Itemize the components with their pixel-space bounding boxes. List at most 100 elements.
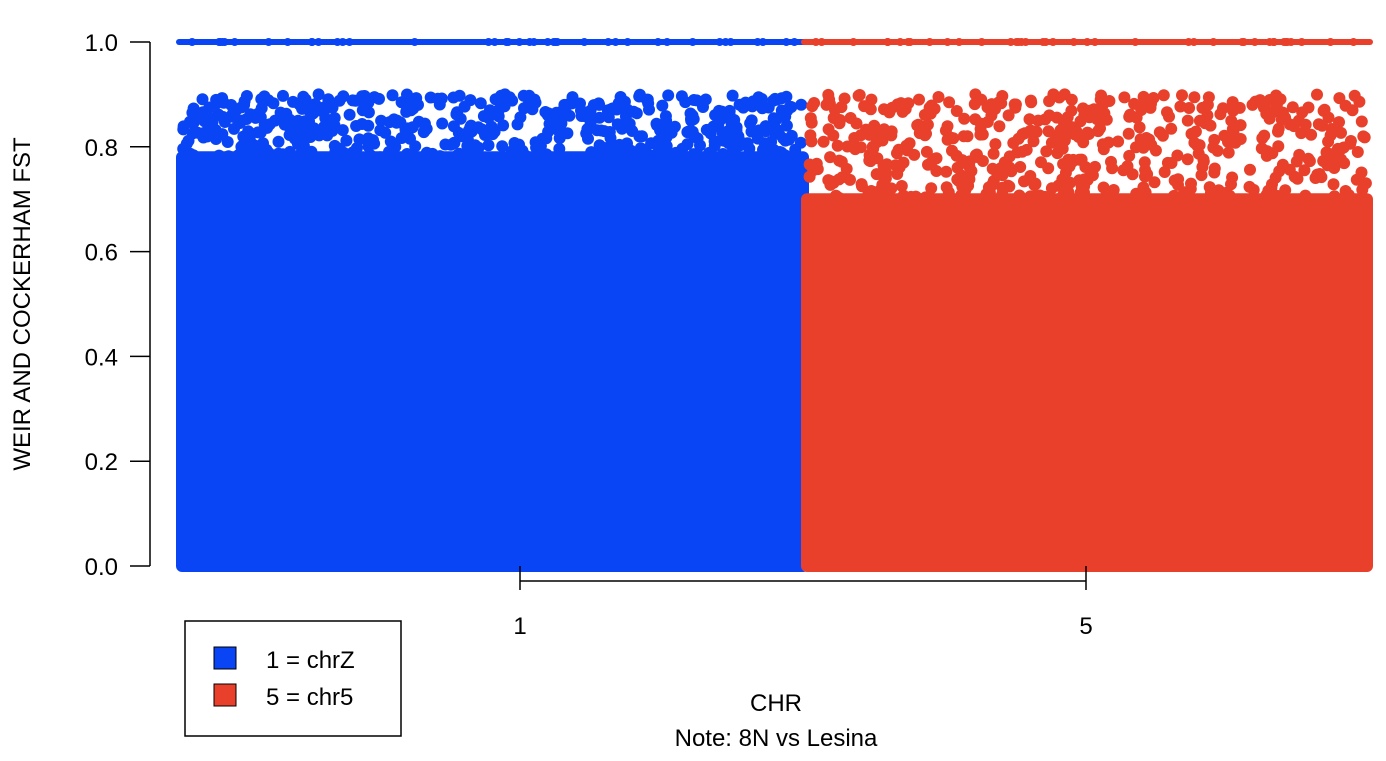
data-point [805, 135, 818, 148]
data-point [1227, 104, 1240, 117]
data-point [879, 172, 892, 185]
data-point [868, 119, 881, 132]
data-point [626, 125, 639, 137]
data-point [444, 138, 457, 151]
data-point [1339, 185, 1352, 197]
data-point [604, 38, 613, 46]
data-point [1137, 98, 1149, 111]
data-point [641, 93, 654, 106]
data-point [338, 38, 347, 46]
data-point [976, 128, 989, 141]
data-point [618, 95, 631, 108]
data-point [794, 136, 807, 149]
data-point [1050, 111, 1063, 124]
data-point [963, 155, 976, 168]
data-point [721, 125, 734, 138]
data-point [1007, 137, 1020, 149]
data-point [1349, 38, 1358, 46]
data-point [1320, 146, 1333, 159]
data-point [580, 38, 589, 46]
data-point [1023, 113, 1036, 126]
data-point [1250, 38, 1259, 46]
data-point [822, 123, 835, 136]
data-point [775, 92, 788, 105]
data-point [373, 92, 385, 105]
dense-points-band [801, 193, 1373, 572]
data-point [866, 140, 879, 153]
data-point [539, 106, 552, 118]
data-point [623, 143, 636, 156]
data-point [418, 124, 431, 137]
data-point [277, 89, 289, 102]
data-point [1133, 121, 1146, 134]
data-point [452, 148, 465, 161]
data-point [1042, 162, 1055, 175]
data-point [1024, 170, 1037, 182]
data-point [384, 135, 397, 148]
data-point [775, 147, 788, 160]
data-point [1256, 132, 1269, 145]
data-point [1359, 177, 1372, 190]
data-point [1139, 186, 1152, 199]
data-point [668, 120, 681, 133]
data-point [1351, 146, 1364, 158]
data-point [687, 148, 700, 161]
data-point [1176, 89, 1188, 102]
y-tick-label: 0.6 [85, 240, 118, 267]
data-point [1204, 119, 1217, 132]
data-point [350, 142, 363, 155]
data-point [902, 97, 915, 110]
data-point [497, 119, 510, 132]
data-point [1326, 38, 1335, 46]
data-point [858, 100, 871, 113]
data-point [1069, 38, 1078, 46]
data-point [896, 105, 909, 118]
data-point [756, 102, 769, 115]
data-point [1174, 100, 1187, 113]
data-point [958, 112, 971, 125]
data-point [479, 129, 491, 141]
data-point [650, 117, 663, 130]
data-point [697, 101, 709, 113]
data-points-layer [176, 38, 1373, 572]
data-point [1172, 178, 1184, 191]
data-point [883, 103, 895, 116]
data-point [663, 38, 672, 46]
data-point [676, 142, 689, 155]
data-point [834, 114, 847, 126]
data-point [1355, 166, 1368, 179]
data-point [805, 116, 818, 129]
data-point [691, 132, 704, 145]
data-point [399, 123, 412, 136]
data-point [1290, 155, 1303, 168]
data-point [717, 148, 729, 160]
data-point [1212, 184, 1225, 197]
data-point [895, 180, 908, 192]
data-point [864, 155, 877, 168]
data-point [896, 38, 905, 46]
data-point [883, 38, 892, 46]
data-point [921, 118, 934, 131]
data-point [1058, 134, 1071, 147]
data-point [1184, 182, 1197, 195]
data-point [824, 151, 837, 164]
data-point [1344, 137, 1357, 150]
data-point [987, 147, 1000, 160]
data-point [932, 91, 945, 103]
data-point [1260, 188, 1273, 201]
data-point [1109, 192, 1122, 205]
data-point [401, 148, 414, 160]
data-point [1008, 98, 1021, 111]
data-point [963, 171, 975, 184]
data-point [734, 98, 747, 111]
data-point [1168, 189, 1180, 202]
data-point [795, 98, 808, 111]
data-point [395, 96, 408, 109]
data-point [1276, 158, 1289, 171]
data-point [516, 144, 529, 157]
data-point [1049, 38, 1057, 46]
data-point [1317, 104, 1330, 117]
data-point [645, 137, 658, 150]
